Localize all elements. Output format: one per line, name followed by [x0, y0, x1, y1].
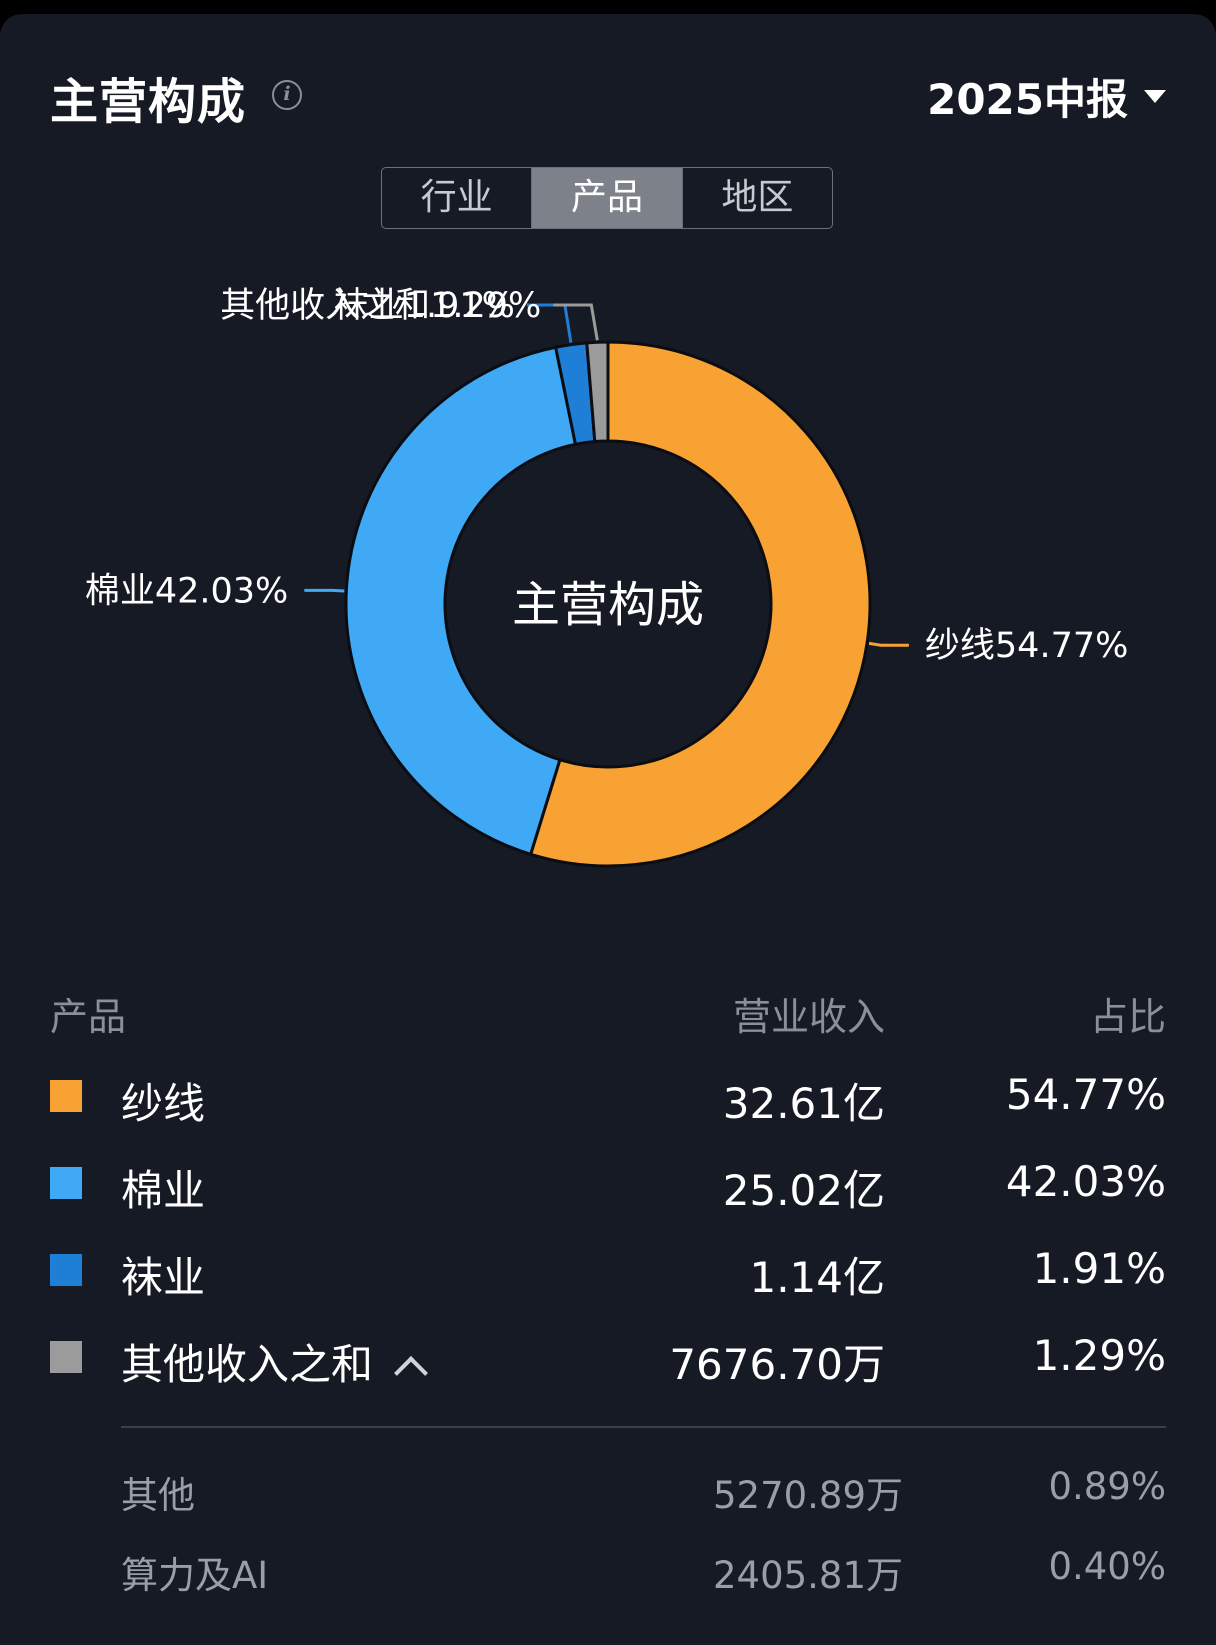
dimension-tabs: 行业 产品 地区: [381, 167, 833, 229]
sub-row-revenue: 2405.81万: [712, 1554, 903, 1597]
slice-label-1: 棉业42.03%: [85, 571, 288, 611]
row-name-with-toggle: 其他收入之和: [121, 1331, 428, 1392]
row-name: 其他收入之和: [121, 1340, 374, 1389]
header-share: 占比: [1089, 995, 1166, 1039]
info-icon[interactable]: i: [272, 80, 302, 110]
sub-row: 其他 5270.89万 0.89%: [0, 1465, 1216, 1517]
slice-annotation-1: 棉业42.03%: [85, 571, 345, 611]
period-label: 2025中报: [927, 75, 1128, 124]
donut-chart: 纱线54.77% 棉业42.03% 袜业1.91%其他收入之和1.29% 主营构成: [85, 286, 1128, 868]
row-share: 1.29%: [1032, 1331, 1166, 1380]
tab-product[interactable]: 产品: [532, 168, 683, 228]
legend-swatch: [50, 1341, 82, 1373]
tab-region[interactable]: 地区: [721, 177, 794, 218]
page-title: 主营构成: [50, 74, 247, 130]
sub-row-name: 其他: [121, 1474, 195, 1517]
row-name: 袜业: [121, 1253, 206, 1302]
row-share: 1.91%: [1032, 1244, 1166, 1293]
donut-slice-1[interactable]: [344, 345, 578, 857]
tab-industry[interactable]: 行业: [382, 168, 533, 228]
sub-row-name: 算力及AI: [121, 1554, 269, 1597]
period-selector[interactable]: 2025中报: [927, 66, 1166, 127]
divider: [121, 1426, 1166, 1428]
slice-label-3: 其他收入之和1.29%: [220, 286, 541, 326]
header-product: 产品: [50, 995, 127, 1039]
donut-slice-3[interactable]: [585, 340, 610, 444]
table-row: 袜业 1.14亿 1.91%: [0, 1244, 1216, 1304]
row-revenue: 7676.70万: [669, 1340, 885, 1389]
leader-line-3: [553, 303, 599, 341]
donut-slice-0[interactable]: [528, 340, 872, 868]
sub-row-share: 0.89%: [1048, 1465, 1166, 1508]
row-name: 纱线: [121, 1079, 206, 1128]
slice-label-2: 袜业1.91%: [334, 286, 515, 326]
donut-center-label: 主营构成: [512, 577, 704, 633]
table-row-expandable[interactable]: 其他收入之和 7676.70万 1.29%: [0, 1331, 1216, 1391]
sub-row-share: 0.40%: [1048, 1545, 1166, 1588]
slice-annotation-0: 纱线54.77%: [868, 626, 1128, 666]
row-name: 棉业: [121, 1166, 206, 1215]
table-header: 产品 营业收入 占比: [0, 986, 1216, 1039]
row-revenue: 32.61亿: [722, 1079, 885, 1128]
row-revenue: 25.02亿: [722, 1166, 885, 1215]
row-share: 42.03%: [1005, 1157, 1166, 1206]
legend-swatch: [50, 1254, 82, 1286]
row-share: 54.77%: [1005, 1070, 1166, 1119]
caret-down-icon: [1144, 90, 1166, 103]
row-revenue: 1.14亿: [749, 1253, 885, 1302]
legend-swatch: [50, 1167, 82, 1199]
leader-line-0: [868, 641, 909, 647]
header-revenue: 营业收入: [732, 995, 885, 1039]
sub-row-revenue: 5270.89万: [712, 1474, 903, 1517]
slice-label-0: 纱线54.77%: [925, 626, 1128, 666]
table-row: 纱线 32.61亿 54.77%: [0, 1070, 1216, 1130]
legend-swatch: [50, 1080, 82, 1112]
leader-line-1: [304, 588, 345, 593]
chevron-up-icon[interactable]: [394, 1356, 428, 1390]
sub-row: 算力及AI 2405.81万 0.40%: [0, 1545, 1216, 1597]
table-row: 棉业 25.02亿 42.03%: [0, 1157, 1216, 1217]
slice-annotation-3: 其他收入之和1.29%: [220, 286, 599, 341]
